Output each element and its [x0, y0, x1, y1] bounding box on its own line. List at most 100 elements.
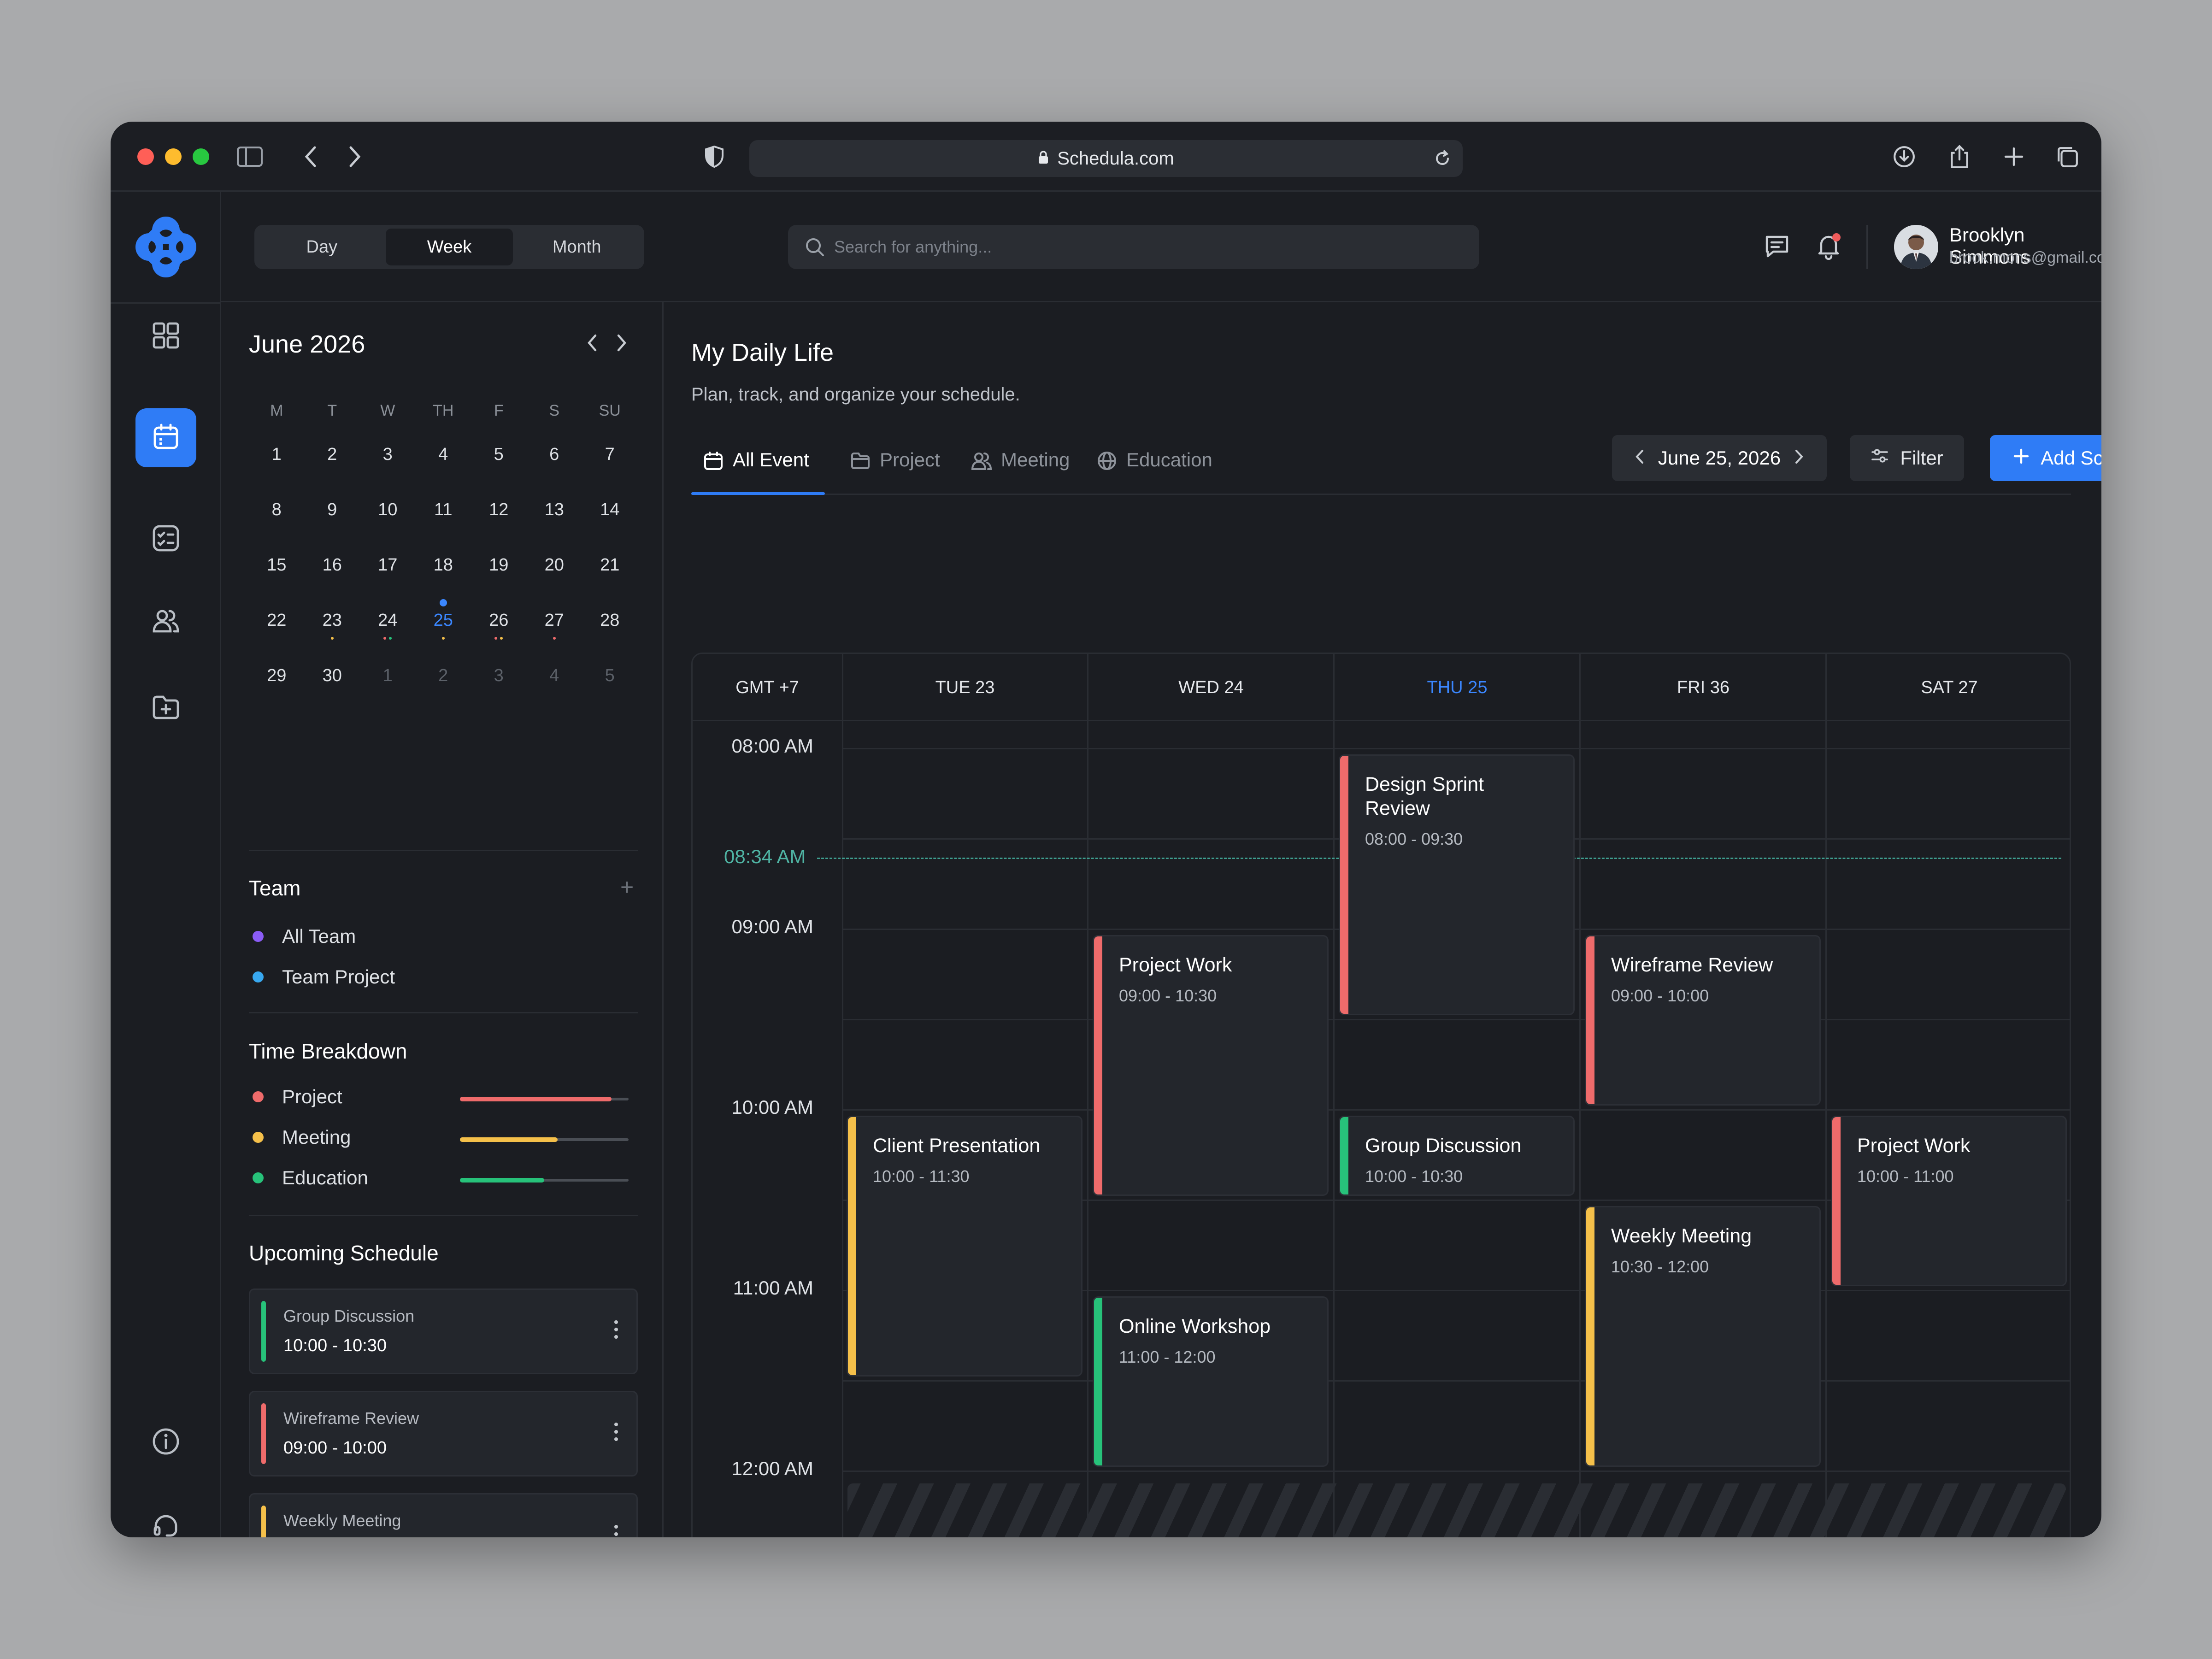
day-column-header[interactable]: THU 25	[1427, 677, 1488, 697]
calendar-day[interactable]: 21	[582, 537, 638, 593]
day-column-header[interactable]: WED 24	[1178, 677, 1244, 697]
chevron-left-icon[interactable]	[1635, 447, 1644, 469]
calendar-nav[interactable]	[135, 408, 196, 467]
view-month-button[interactable]: Month	[552, 237, 601, 257]
view-day-button[interactable]: Day	[306, 237, 338, 257]
calendar-day[interactable]: 26	[471, 593, 527, 648]
files-nav[interactable]	[135, 678, 196, 737]
address-bar[interactable]: Schedula.com	[749, 140, 1463, 177]
today-marker	[439, 599, 447, 606]
more-options-icon[interactable]	[614, 1423, 618, 1441]
new-tab-icon[interactable]	[2000, 143, 2028, 171]
calendar-day[interactable]: 3	[360, 427, 416, 482]
reload-icon[interactable]	[1433, 149, 1452, 172]
view-week-button[interactable]: Week	[385, 229, 513, 265]
calendar-day[interactable]: 17	[360, 537, 416, 593]
calendar-day[interactable]: 3	[471, 648, 527, 703]
event-card[interactable]: Weekly Meeting 10:30 - 12:00	[1585, 1206, 1821, 1467]
download-icon[interactable]	[1890, 143, 1918, 171]
team-item-project[interactable]: Team Project	[253, 966, 395, 988]
calendar-day-number: 30	[322, 665, 342, 685]
dashboard-nav[interactable]	[135, 307, 196, 366]
messages-button[interactable]	[1760, 230, 1794, 264]
calendar-day[interactable]: 2	[305, 427, 360, 482]
calendar-day[interactable]: 25	[416, 593, 471, 648]
calendar-day[interactable]: 5	[582, 648, 638, 703]
notifications-button[interactable]	[1812, 230, 1845, 264]
calendar-day[interactable]: 20	[527, 537, 582, 593]
info-nav[interactable]	[135, 1413, 196, 1472]
team-nav[interactable]	[135, 593, 196, 652]
calendar-day[interactable]: 8	[249, 482, 305, 537]
tab-overview-icon[interactable]	[2053, 143, 2081, 171]
event-card[interactable]: Group Discussion 10:00 - 10:30	[1339, 1116, 1575, 1196]
shield-icon[interactable]	[700, 143, 728, 171]
event-card[interactable]: Project Work 09:00 - 10:30	[1093, 935, 1329, 1196]
search-input[interactable]: Search for anything...	[788, 225, 1479, 269]
avatar[interactable]	[1894, 225, 1938, 269]
chevron-right-icon[interactable]	[1794, 447, 1804, 469]
calendar-day[interactable]: 5	[471, 427, 527, 482]
calendar-day[interactable]: 10	[360, 482, 416, 537]
more-options-icon[interactable]	[614, 1525, 618, 1537]
calendar-day[interactable]: 1	[360, 648, 416, 703]
calendar-day[interactable]: 16	[305, 537, 360, 593]
calendar-day[interactable]: 9	[305, 482, 360, 537]
calendar-day[interactable]: 2	[416, 648, 471, 703]
prev-month-button[interactable]	[581, 330, 603, 358]
upcoming-card[interactable]: Group Discussion 10:00 - 10:30	[249, 1288, 638, 1374]
calendar-day[interactable]: 4	[527, 648, 582, 703]
calendar-day[interactable]: 6	[527, 427, 582, 482]
team-item-all[interactable]: All Team	[253, 925, 356, 947]
calendar-day[interactable]: 24	[360, 593, 416, 648]
calendar-day[interactable]: 15	[249, 537, 305, 593]
user-name[interactable]: Brooklyn Simmons	[1949, 224, 2030, 268]
day-column-header[interactable]: SAT 27	[1921, 677, 1978, 697]
calendar-day[interactable]: 23	[305, 593, 360, 648]
upcoming-card[interactable]: Wireframe Review 09:00 - 10:00	[249, 1391, 638, 1477]
calendar-day[interactable]: 4	[416, 427, 471, 482]
calendar-day[interactable]: 13	[527, 482, 582, 537]
calendar-day[interactable]: 28	[582, 593, 638, 648]
calendar-day[interactable]: 11	[416, 482, 471, 537]
calendar-day[interactable]: 12	[471, 482, 527, 537]
filter-button[interactable]: Filter	[1850, 435, 1964, 481]
day-column-header[interactable]: FRI 36	[1677, 677, 1730, 697]
calendar-day[interactable]: 18	[416, 537, 471, 593]
tab-education[interactable]: Education	[1097, 449, 1212, 495]
day-column-header[interactable]: TUE 23	[935, 677, 995, 697]
add-team-icon[interactable]: +	[620, 874, 634, 900]
date-picker[interactable]: June 25, 2026	[1612, 435, 1827, 481]
calendar-day[interactable]: 29	[249, 648, 305, 703]
calendar-day[interactable]: 1	[249, 427, 305, 482]
close-window-button[interactable]	[137, 148, 154, 165]
app-logo	[135, 217, 196, 277]
calendar-day[interactable]: 30	[305, 648, 360, 703]
forward-icon[interactable]	[341, 143, 369, 171]
tasks-nav[interactable]	[135, 510, 196, 569]
more-options-icon[interactable]	[614, 1320, 618, 1339]
add-schedule-button[interactable]: Add Schedule	[1990, 435, 2101, 481]
calendar-day[interactable]: 22	[249, 593, 305, 648]
calendar-day[interactable]: 27	[527, 593, 582, 648]
calendar-day[interactable]: 14	[582, 482, 638, 537]
tab-meeting[interactable]: Meeting	[971, 449, 1070, 495]
share-icon[interactable]	[1946, 143, 1973, 171]
calendar-day-number: 15	[267, 555, 287, 575]
event-card[interactable]: Project Work 10:00 - 11:00	[1831, 1116, 2067, 1286]
event-card[interactable]: Client Presentation 10:00 - 11:30	[847, 1116, 1082, 1377]
calendar-day[interactable]: 7	[582, 427, 638, 482]
zoom-window-button[interactable]	[193, 148, 209, 165]
tab-all-event[interactable]: All Event	[691, 449, 825, 495]
event-card[interactable]: Wireframe Review 09:00 - 10:00	[1585, 935, 1821, 1106]
back-icon[interactable]	[297, 143, 324, 171]
next-month-button[interactable]	[611, 330, 633, 358]
sidebar-toggle-icon[interactable]	[236, 143, 264, 171]
support-nav[interactable]	[135, 1499, 196, 1537]
minimize-window-button[interactable]	[165, 148, 182, 165]
calendar-day[interactable]: 19	[471, 537, 527, 593]
event-card[interactable]: Design Sprint Review 08:00 - 09:30	[1339, 754, 1575, 1015]
tab-project[interactable]: Project	[850, 449, 940, 495]
event-card[interactable]: Online Workshop 11:00 - 12:00	[1093, 1296, 1329, 1467]
